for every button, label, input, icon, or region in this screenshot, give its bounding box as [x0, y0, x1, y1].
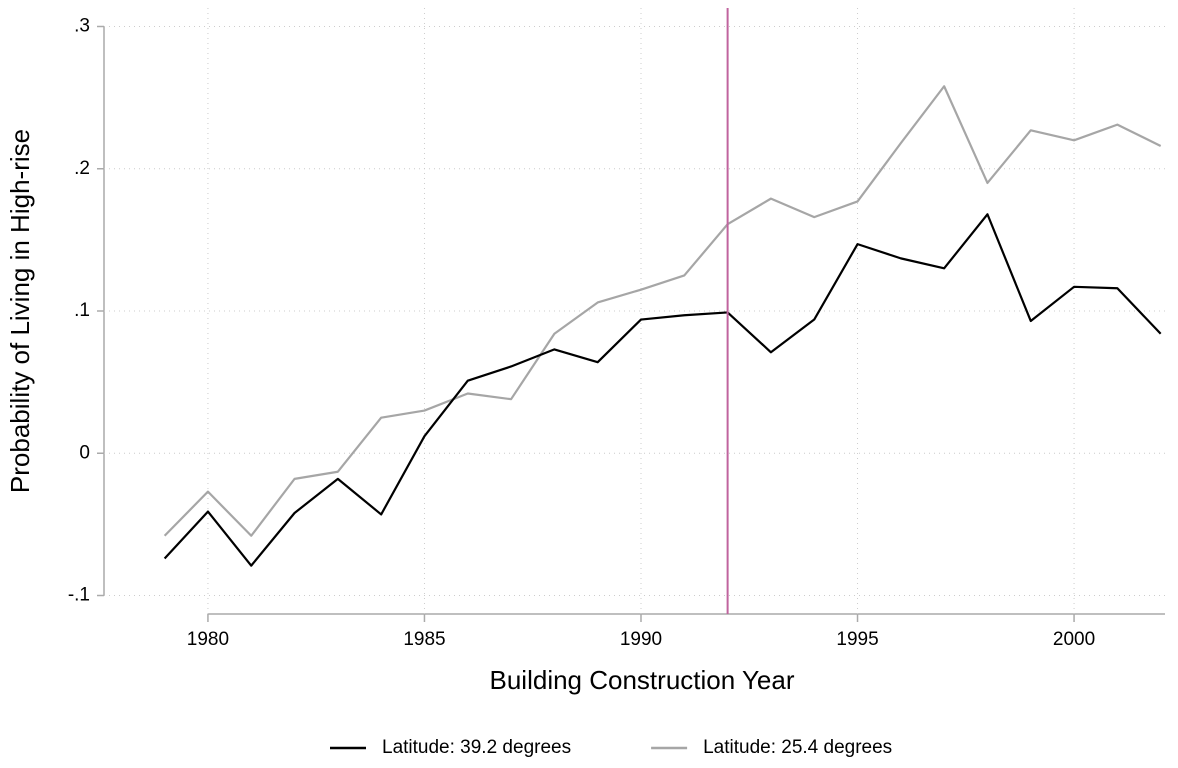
y-axis-label: Probability of Living in High-rise: [5, 129, 35, 493]
x-tick-label: 1990: [620, 629, 662, 650]
x-tick-label: 2000: [1053, 629, 1095, 650]
series-line: [163, 85, 1162, 537]
y-tick-label: .3: [74, 16, 90, 37]
x-axis-label: Building Construction Year: [490, 665, 795, 695]
y-tick-label: 0: [79, 442, 90, 463]
y-tick-label: .1: [74, 300, 90, 321]
x-tick-label: 1985: [403, 629, 445, 650]
legend-label: Latitude: 39.2 degrees: [382, 737, 571, 758]
y-tick-label: -.1: [68, 585, 90, 606]
x-tick-label: 1980: [187, 629, 229, 650]
legend-label: Latitude: 25.4 degrees: [703, 737, 892, 758]
y-tick-label: .2: [74, 158, 90, 179]
x-tick-label: 1995: [836, 629, 878, 650]
series-line: [163, 213, 1162, 567]
